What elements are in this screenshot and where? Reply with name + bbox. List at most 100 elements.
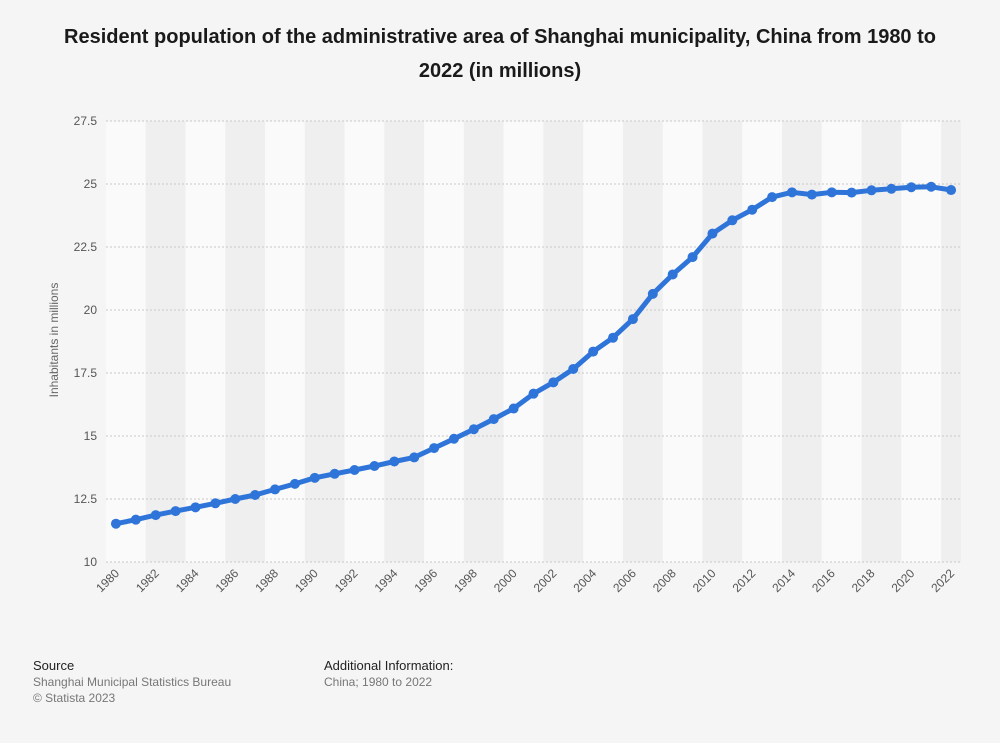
x-tick-label: 1994 [372,566,401,595]
data-point [488,414,499,425]
info-text: China; 1980 to 2022 [324,675,433,689]
x-tick-label: 2000 [491,566,520,595]
column-band [861,121,902,562]
x-tick-label: 2022 [928,566,957,595]
data-point [110,518,121,529]
data-point [250,489,261,500]
column-band [742,121,783,562]
data-point [687,252,698,263]
data-point [786,187,797,198]
column-band [106,121,146,562]
x-tick-label: 1982 [133,566,162,595]
column-band [185,121,226,562]
data-point [130,514,141,525]
x-tick-label: 2018 [849,566,878,595]
y-tick-label: 22.5 [74,240,98,254]
data-point [727,215,738,226]
column-band [543,121,584,562]
x-tick-label: 1990 [292,566,321,595]
data-point [906,182,917,193]
x-tick-label: 2012 [730,566,759,595]
data-point [409,452,420,463]
column-band [463,121,504,562]
data-point [846,187,857,198]
y-tick-label: 17.5 [74,366,98,380]
data-point [369,460,380,471]
column-band [941,121,961,562]
x-tick-label: 2002 [531,566,560,595]
data-point [448,433,459,444]
data-point [826,187,837,198]
data-point [548,377,559,388]
additional-info-block: Additional Information: China; 1980 to 2… [324,658,453,690]
data-point [289,478,300,489]
data-point [389,456,400,467]
x-tick-label: 2010 [690,566,719,595]
y-tick-label: 25 [84,177,98,191]
y-tick-label: 10 [84,555,98,569]
column-band [583,121,623,562]
column-band [384,121,425,562]
info-heading: Additional Information: [324,658,454,673]
gridlines [106,120,961,563]
x-tick-label: 2020 [889,566,918,595]
y-tick-label: 20 [84,303,98,317]
y-tick-label: 27.5 [74,114,98,128]
x-tick-label: 2008 [650,566,679,595]
x-tick-label: 2016 [809,566,838,595]
data-point [309,472,320,483]
data-point [866,185,877,196]
source-heading: Source [33,658,75,673]
column-band [225,121,266,562]
column-band [145,121,186,562]
x-tick-label: 2014 [769,566,798,595]
data-point [349,465,360,476]
column-band [503,121,544,562]
data-point [468,424,479,435]
data-point [329,468,340,479]
copyright[interactable]: © Statista 2023 [33,691,116,705]
source-block: Source Shanghai Municipal Statistics Bur… [33,658,231,706]
column-band [265,121,305,562]
data-point [707,228,718,239]
column-band [821,121,862,562]
column-band [424,121,464,562]
data-point [230,494,241,504]
data-point [528,388,539,399]
data-point [588,346,599,357]
data-point [270,484,281,495]
source-name: Shanghai Municipal Statistics Bureau [33,675,232,689]
column-band [782,121,822,562]
x-tick-label: 2006 [610,566,639,595]
column-band [662,121,703,562]
x-tick-label: 1992 [332,566,361,595]
data-point [667,269,678,280]
x-tick-label: 1996 [411,566,440,595]
y-tick-label: 12.5 [74,492,98,506]
data-point [429,443,440,454]
x-tick-label: 1986 [213,566,242,595]
data-point [767,192,778,203]
x-axis-ticks: 1980 1982 1984 1986 1988 1990 1992 1994 1996 1998… [93,566,957,595]
data-point [946,185,957,196]
data-point [170,506,181,517]
x-tick-label: 1980 [93,566,122,595]
x-tick-label: 1988 [252,566,281,595]
data-point [627,314,638,325]
data-point [886,183,897,194]
data-series [110,181,957,529]
column-bands [106,121,961,562]
column-band [304,121,345,562]
y-tick-label: 15 [84,429,98,443]
data-point [210,498,221,509]
x-tick-label: 1998 [451,566,480,595]
column-band [344,121,385,562]
y-axis-ticks: 10 12.5 15 17.5 20 22.5 25 27.5 [74,114,98,569]
data-point [150,510,161,521]
x-tick-label: 2004 [570,566,599,595]
column-band [901,121,942,562]
data-point [190,502,201,513]
data-point [806,189,817,200]
chart-title: Resident population of the administrativ… [64,26,936,82]
data-point [647,288,658,299]
